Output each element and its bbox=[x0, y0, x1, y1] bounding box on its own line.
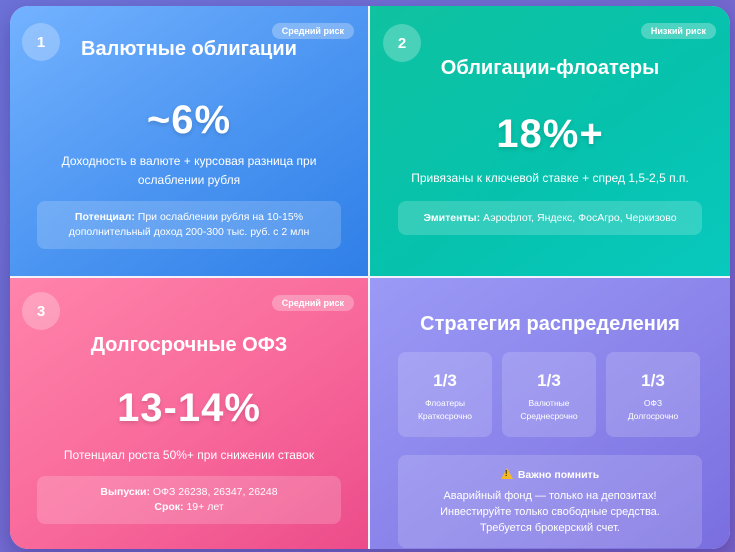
risk-badge: Средний риск bbox=[271, 295, 354, 311]
potential-text-line2: дополнительный доход 200-300 тыс. руб. с… bbox=[68, 226, 310, 238]
allocation-share: 1/3 bbox=[641, 371, 665, 390]
card-long-ofz[interactable]: 3 Средний риск Долгосрочные ОФЗ 13-14% П… bbox=[10, 278, 368, 549]
description-line: ослаблении рубля bbox=[137, 173, 241, 187]
important-note-title: Важно помнить bbox=[398, 468, 702, 481]
card-title: Облигации-флоатеры bbox=[440, 57, 660, 79]
allocation-horizon: Среднесрочно bbox=[520, 411, 578, 421]
card-description: Доходность в валюте + курсовая разница п… bbox=[40, 152, 338, 190]
yield-value: 13-14% bbox=[117, 386, 261, 430]
allocation-label: ОФЗ Долгосрочно bbox=[606, 397, 700, 423]
term-label: Срок: bbox=[154, 501, 184, 513]
allocation-label: Флоатеры Краткосрочно bbox=[398, 397, 492, 423]
card-currency-bonds[interactable]: 1 Средний риск Валютные облигации ~6% До… bbox=[10, 6, 368, 276]
card-number: 1 bbox=[22, 23, 60, 61]
potential-label: Потенциал: bbox=[74, 211, 135, 223]
risk-badge: Низкий риск bbox=[640, 23, 716, 39]
card-description: Привязаны к ключевой ставке + спред 1,5-… bbox=[411, 171, 689, 185]
allocation-currency: 1/3 Валютные Среднесрочно bbox=[502, 352, 596, 437]
issuers-box: Эмитенты: Аэрофлот, Яндекс, ФосАгро, Чер… bbox=[398, 201, 702, 235]
allocation-type: Валютные bbox=[528, 398, 570, 408]
card-number: 3 bbox=[22, 292, 60, 330]
allocation-share: 1/3 bbox=[433, 371, 457, 390]
allocation-horizon: Краткосрочно bbox=[417, 411, 473, 421]
issuers-text: Аэрофлот, Яндекс, ФосАгро, Черкизово bbox=[482, 211, 677, 224]
potential-box: Потенциал: При ослаблении рубля на 10-15… bbox=[37, 201, 341, 249]
allocation-type: ОФЗ bbox=[643, 398, 663, 408]
description-line: Доходность в валюте + курсовая разница п… bbox=[61, 154, 317, 168]
strategy-title: Стратегия распределения bbox=[420, 313, 680, 335]
card-title: Валютные облигации bbox=[81, 38, 297, 60]
issues-label: Выпуски: bbox=[100, 486, 150, 498]
important-note-heading: Важно помнить bbox=[517, 469, 600, 481]
card-title: Долгосрочные ОФЗ bbox=[90, 334, 288, 356]
note-line: Требуется брокерский счет. bbox=[480, 522, 620, 534]
note-line: Аварийный фонд — только на депозитах! bbox=[443, 490, 657, 502]
allocation-ofz: 1/3 ОФЗ Долгосрочно bbox=[606, 352, 700, 437]
issues-box: Выпуски: ОФЗ 26238, 26347, 26248 Срок: 1… bbox=[37, 476, 341, 524]
warning-icon bbox=[500, 468, 513, 479]
issues-text: ОФЗ 26238, 26347, 26248 bbox=[152, 486, 278, 498]
important-note: Важно помнить Аварийный фонд — только на… bbox=[398, 455, 702, 548]
card-number: 2 bbox=[383, 24, 421, 62]
card-floater-bonds[interactable]: 2 Низкий риск Облигации-флоатеры 18%+ Пр… bbox=[370, 6, 730, 276]
allocation-label: Валютные Среднесрочно bbox=[502, 397, 596, 423]
allocation-share: 1/3 bbox=[537, 371, 561, 390]
issuers-label: Эмитенты: bbox=[423, 211, 481, 224]
risk-badge: Средний риск bbox=[271, 23, 354, 39]
card-strategy: Стратегия распределения 1/3 Флоатеры Кра… bbox=[370, 278, 730, 549]
term-text: 19+ лет bbox=[186, 501, 224, 513]
allocation-horizon: Долгосрочно bbox=[627, 411, 679, 421]
allocation-floaters: 1/3 Флоатеры Краткосрочно bbox=[398, 352, 492, 437]
note-line: Инвестируйте только свободные средства. bbox=[440, 506, 660, 518]
card-description: Потенциал роста 50%+ при снижении ставок bbox=[63, 448, 315, 462]
allocation-type: Флоатеры bbox=[425, 398, 465, 408]
yield-value: 18%+ bbox=[496, 112, 604, 156]
yield-value: ~6% bbox=[146, 98, 232, 142]
cards-grid: 1 Средний риск Валютные облигации ~6% До… bbox=[10, 6, 730, 549]
potential-text: При ослаблении рубля на 10-15% bbox=[137, 211, 304, 223]
